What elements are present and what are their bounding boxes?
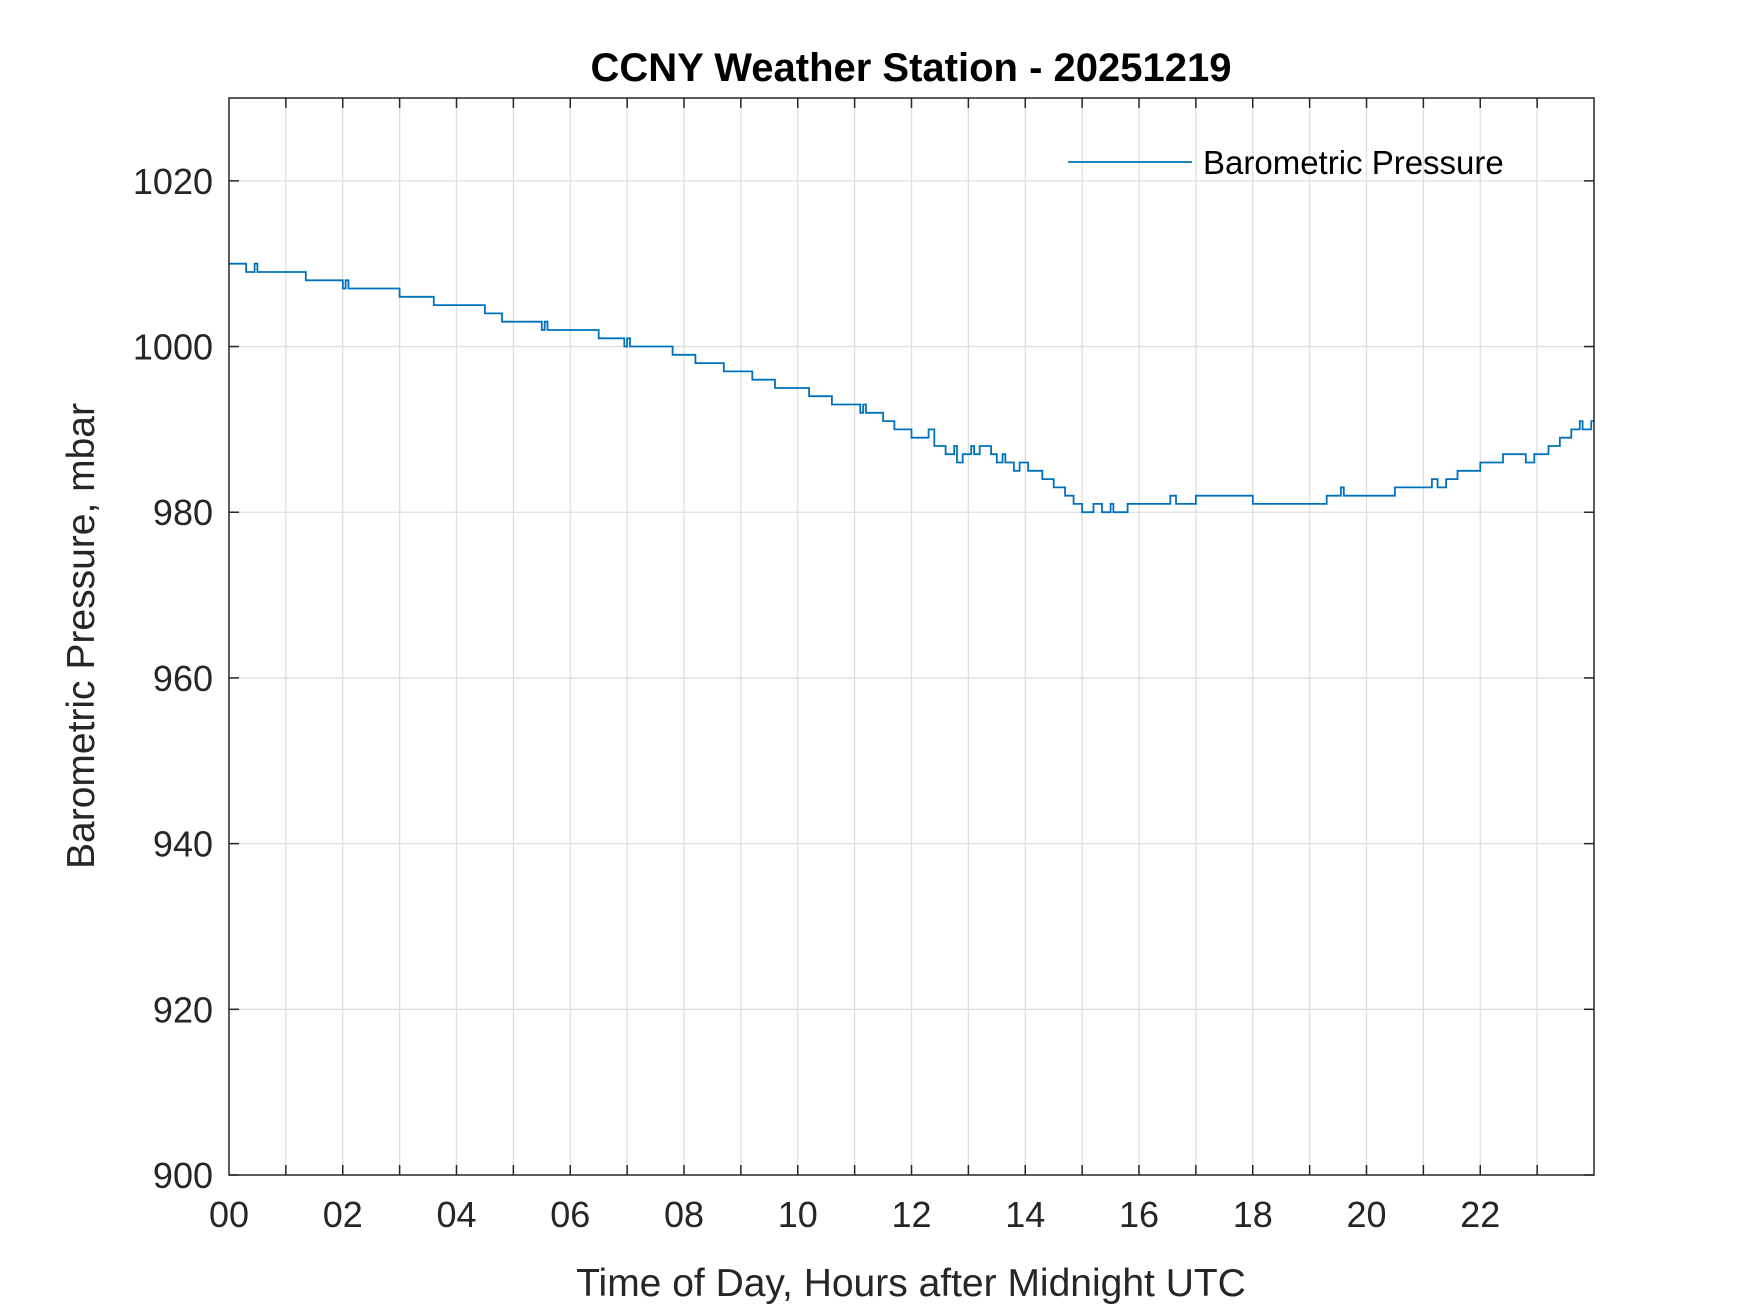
- grid-lines: [229, 98, 1594, 1175]
- y-tick-label: 900: [153, 1155, 213, 1196]
- chart-title: CCNY Weather Station - 20251219: [591, 46, 1232, 90]
- y-tick-label: 960: [153, 658, 213, 699]
- x-tick-label: 18: [1233, 1194, 1273, 1235]
- x-tick-label: 14: [1005, 1194, 1045, 1235]
- x-tick-label: 08: [664, 1194, 704, 1235]
- y-tick-label: 1020: [133, 161, 213, 202]
- y-tick-labels: 900 920 940 960 980 1000 1020: [133, 161, 213, 1196]
- x-tick-label: 00: [209, 1194, 249, 1235]
- tick-marks: [229, 98, 1594, 1176]
- x-tick-label: 22: [1460, 1194, 1500, 1235]
- x-axis-label: Time of Day, Hours after Midnight UTC: [576, 1262, 1246, 1305]
- x-tick-label: 10: [778, 1194, 818, 1235]
- x-tick-label: 04: [436, 1194, 476, 1235]
- x-tick-label: 20: [1346, 1194, 1386, 1235]
- y-tick-label: 980: [153, 492, 213, 533]
- x-tick-label: 12: [891, 1194, 931, 1235]
- series-line: [229, 262, 1594, 514]
- x-tick-label: 06: [550, 1194, 590, 1235]
- series-layer: [229, 262, 1594, 514]
- y-tick-label: 920: [153, 989, 213, 1030]
- legend-label: Barometric Pressure: [1203, 144, 1504, 181]
- axes-box: [228, 97, 1595, 1176]
- y-tick-label: 940: [153, 824, 213, 865]
- legend: Barometric Pressure: [1068, 144, 1504, 181]
- y-axis-label: Barometric Pressure, mbar: [60, 403, 103, 869]
- x-tick-label: 16: [1119, 1194, 1159, 1235]
- y-tick-label: 1000: [133, 327, 213, 368]
- x-tick-label: 02: [323, 1194, 363, 1235]
- x-tick-labels: 00 02 04 06 08 10 12 14 16 18 20 22: [209, 1194, 1500, 1235]
